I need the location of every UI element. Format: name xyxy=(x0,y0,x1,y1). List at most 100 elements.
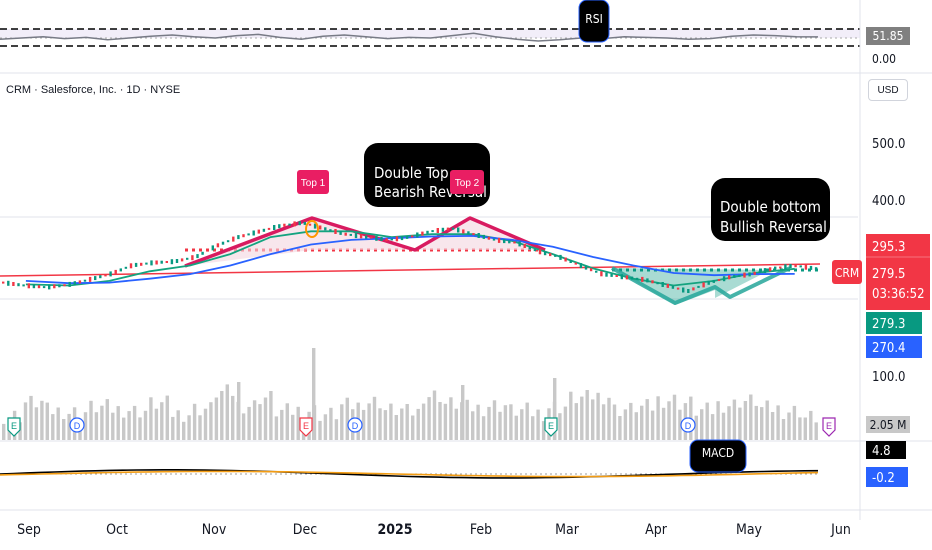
event-marker-bg xyxy=(822,417,836,437)
event-marker-e: E xyxy=(299,417,313,437)
volume-bar xyxy=(432,390,437,440)
x-tick-label: 2025 xyxy=(377,522,412,538)
currency-button[interactable]: USD xyxy=(868,79,908,101)
candle xyxy=(697,285,700,288)
volume-bar xyxy=(247,406,251,440)
candle xyxy=(411,235,414,238)
candle xyxy=(722,276,726,282)
ema-slow-badge-bg xyxy=(866,336,922,358)
volume-bar xyxy=(743,401,748,440)
event-marker-text: D xyxy=(74,421,81,431)
candle xyxy=(595,270,598,273)
candle xyxy=(283,223,286,227)
volume-bar xyxy=(656,396,660,440)
candle xyxy=(334,229,337,234)
volume-bar xyxy=(280,409,284,440)
volume-bar xyxy=(591,399,595,440)
volume-bar xyxy=(689,396,693,440)
volume-bar xyxy=(721,412,726,440)
volume-bar xyxy=(274,416,279,440)
volume-bar xyxy=(312,348,316,440)
candle xyxy=(278,224,281,229)
volume-bar xyxy=(694,415,698,440)
candle xyxy=(206,249,209,252)
volume-bar xyxy=(160,402,164,440)
volume-value-bg xyxy=(866,416,910,433)
volume-bar xyxy=(672,394,677,440)
volume-bar xyxy=(318,420,322,440)
event-marker-bg xyxy=(544,417,558,437)
candle xyxy=(252,230,255,236)
candle xyxy=(702,282,705,288)
volume-bar xyxy=(34,407,39,440)
volume-bar xyxy=(132,405,137,440)
candle xyxy=(574,262,577,265)
volume-bar xyxy=(307,411,311,440)
candle xyxy=(242,234,245,238)
candle xyxy=(446,227,450,231)
candle xyxy=(646,278,649,283)
volume-bar xyxy=(62,419,66,440)
volume-bar xyxy=(640,405,644,440)
top2-text: Top 2 xyxy=(455,178,480,189)
candle xyxy=(462,229,465,234)
volume-bar xyxy=(389,403,393,440)
event-marker-text: E xyxy=(826,421,832,431)
volume-bar xyxy=(203,408,208,440)
volume-bar xyxy=(323,414,328,440)
volume-bar xyxy=(547,408,551,440)
candle xyxy=(293,221,296,227)
volume-bar xyxy=(607,397,611,440)
macd-signal-label: -0.2 xyxy=(872,471,895,486)
volume-bar xyxy=(465,399,469,440)
volume-bar xyxy=(645,399,649,440)
candle xyxy=(814,267,818,271)
volume-bar xyxy=(596,392,600,440)
candle xyxy=(799,265,802,268)
x-tick-label: Oct xyxy=(106,522,128,538)
volume-bar xyxy=(634,412,638,440)
volume-bar xyxy=(372,396,377,440)
candle xyxy=(395,236,399,242)
candle xyxy=(416,232,419,238)
candle xyxy=(324,227,327,231)
volume-bar xyxy=(661,407,666,440)
candle xyxy=(549,253,552,257)
symbol-tag-bg xyxy=(832,260,862,284)
candle xyxy=(390,238,393,241)
volume-bar xyxy=(165,395,169,440)
candle xyxy=(666,283,669,288)
volume-value-label: 2.05 M xyxy=(870,418,907,432)
x-tick-label: Mar xyxy=(555,522,580,538)
candle xyxy=(175,259,179,263)
candle xyxy=(303,221,306,225)
double-top-fill xyxy=(185,218,545,266)
volume-bar xyxy=(732,399,737,440)
event-marker-text: E xyxy=(11,421,17,431)
event-marker-e: E xyxy=(544,417,558,437)
volume-bar xyxy=(291,414,295,440)
event-marker-bg xyxy=(7,417,21,437)
candle xyxy=(779,266,782,269)
volume-bar xyxy=(171,416,175,440)
candle xyxy=(610,273,613,277)
candle xyxy=(579,263,583,269)
candle xyxy=(17,283,20,287)
event-marker-text: E xyxy=(303,421,309,431)
volume-bar xyxy=(214,397,219,440)
candle xyxy=(22,284,25,287)
ema-fast-label: 279.3 xyxy=(872,317,905,332)
candle xyxy=(784,264,787,270)
volume-bar xyxy=(776,405,780,440)
volume-bar xyxy=(705,402,709,440)
volume-bar xyxy=(329,407,333,440)
candle xyxy=(426,230,429,234)
volume-bar xyxy=(618,416,622,440)
candle xyxy=(329,229,332,232)
candle xyxy=(518,241,521,247)
candle xyxy=(226,240,230,243)
candle xyxy=(523,244,526,248)
candle xyxy=(503,239,506,244)
x-tick-label: Nov xyxy=(202,522,227,538)
candle xyxy=(211,245,214,251)
